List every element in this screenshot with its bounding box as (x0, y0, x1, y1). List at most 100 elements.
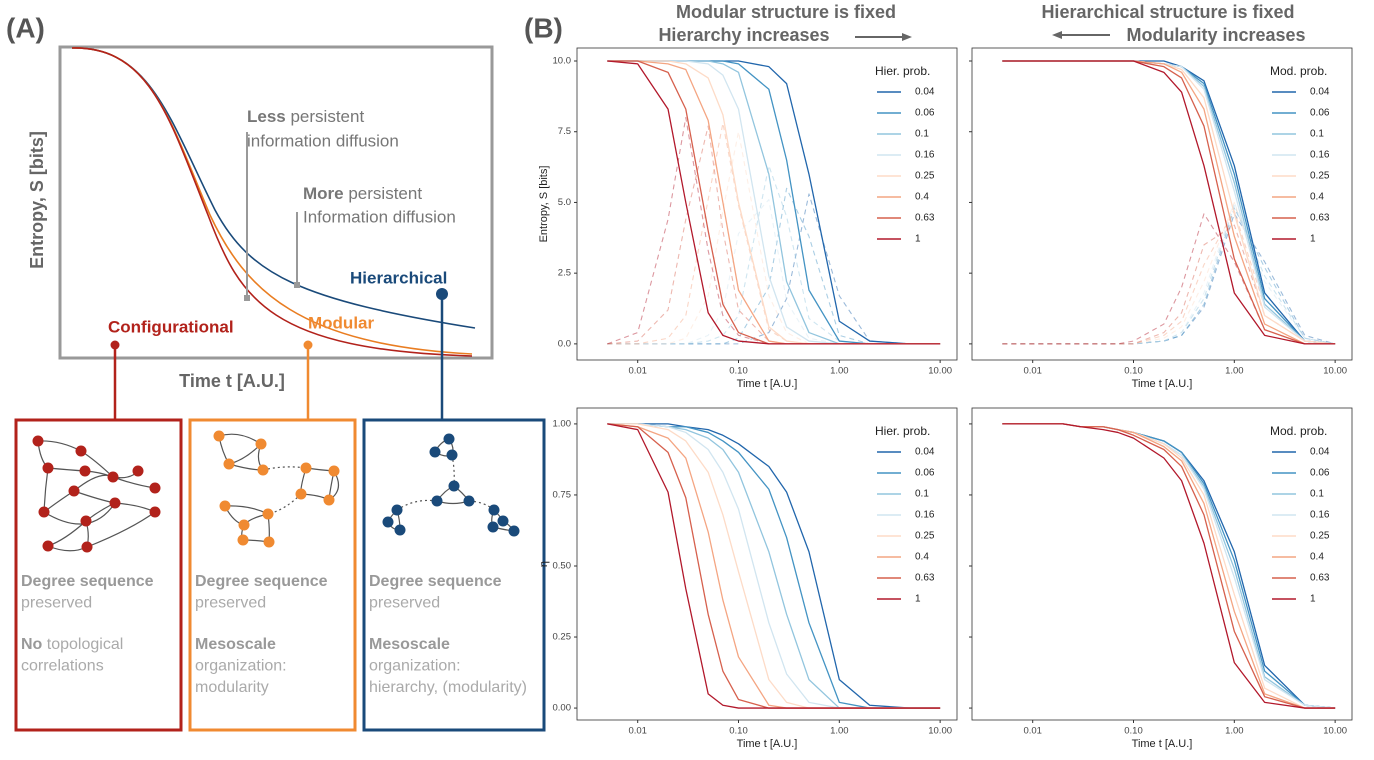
network-nodes (382, 433, 520, 537)
line (607, 423, 941, 709)
legend-label: 0.04 (1310, 447, 1330, 458)
dashed-line (1002, 204, 1336, 345)
legend-label: 0.4 (915, 552, 929, 563)
line (607, 423, 941, 709)
arrow-head (1052, 31, 1062, 39)
panel-label: (A) (6, 12, 45, 43)
x-tick-label: 0.01 (1023, 726, 1042, 737)
y-tick-label: 5.0 (558, 197, 571, 208)
y-axis-title: Entropy, S [bits] (27, 131, 47, 269)
legend-label: 0.4 (915, 192, 929, 203)
x-axis-title: Time t [A.U.] (179, 371, 285, 391)
curve-label: Configurational (108, 317, 234, 336)
legend-title: Hier. prob. (875, 424, 930, 438)
box-text-part: Degree sequence (369, 573, 502, 590)
box-text-part: preserved (369, 595, 440, 612)
x-axis-title: Time t [A.U.] (737, 378, 798, 390)
legend-label: 0.25 (1310, 531, 1330, 542)
x-tick-label: 1.00 (830, 366, 849, 377)
box-text: Mesoscale (195, 636, 276, 653)
line (1002, 60, 1336, 345)
plot-frame (971, 47, 1353, 361)
line (1002, 60, 1336, 345)
dashed-line (1002, 213, 1336, 345)
legend-label: 0.63 (915, 573, 935, 584)
dashed-line (607, 125, 941, 345)
box-text-part: No (21, 636, 43, 653)
y-tick-label: 0.50 (553, 561, 572, 572)
annotation-bold: More (303, 184, 344, 203)
network-edges (218, 433, 340, 543)
legend-label: 0.63 (915, 213, 935, 224)
box-text: hierarchy, (modularity) (369, 679, 527, 696)
x-tick-label: 1.00 (1225, 366, 1244, 377)
x-tick-label: 0.01 (1023, 366, 1042, 377)
legend-label: 0.04 (915, 447, 935, 458)
box-text: Degree sequence (369, 573, 502, 590)
legend-label: 0.1 (1310, 489, 1324, 500)
panel-label: (B) (524, 12, 563, 43)
line (607, 60, 941, 345)
legend-title: Hier. prob. (875, 64, 930, 78)
legend-label: 0.06 (1310, 468, 1330, 479)
model-box (188, 418, 357, 732)
arrow-head (902, 33, 912, 41)
legend-title: Mod. prob. (1270, 64, 1327, 78)
legend-label: 0.1 (915, 129, 929, 140)
line (607, 423, 941, 709)
box-text: preserved (195, 595, 266, 612)
box-text: Degree sequence (21, 573, 154, 590)
dashed-line (1002, 213, 1336, 345)
line (607, 423, 941, 709)
legend-label: 0.4 (1310, 192, 1324, 203)
curve-label: Modular (308, 313, 374, 332)
line (1002, 423, 1336, 709)
network-nodes (213, 430, 340, 548)
network-edges (37, 440, 156, 552)
legend-label: 0.1 (1310, 129, 1324, 140)
box-text-part: hierarchy, (modularity) (369, 679, 527, 696)
dashed-line (1002, 210, 1336, 345)
y-tick-label: 7.5 (558, 126, 571, 137)
box-text-part: Mesoscale (369, 636, 450, 653)
legend-label: 0.16 (1310, 510, 1330, 521)
box-text: preserved (21, 595, 92, 612)
dashed-line (607, 131, 941, 345)
legend-label: 0.04 (1310, 87, 1330, 98)
line (1002, 60, 1336, 345)
line (1002, 423, 1336, 709)
legend-label: 1 (1310, 234, 1316, 245)
x-axis-title: Time t [A.U.] (737, 738, 798, 750)
y-tick-label: 0.25 (553, 632, 572, 643)
connector-dot (303, 340, 313, 350)
box-text-part: modularity (195, 679, 269, 696)
box-text: organization: (369, 658, 461, 675)
model-box (14, 418, 183, 732)
annotation-text: persistent (344, 184, 423, 203)
line (1002, 423, 1336, 709)
x-tick-label: 0.10 (1124, 366, 1143, 377)
dashed-line (1002, 207, 1336, 345)
dashed-line (607, 165, 941, 345)
x-tick-label: 10.00 (928, 726, 952, 737)
dashed-line (607, 117, 941, 345)
x-axis-title: Time t [A.U.] (1132, 378, 1193, 390)
y-tick-label: 0.75 (553, 489, 572, 500)
annotation-bold: Less (247, 107, 286, 126)
legend-label: 0.25 (1310, 171, 1330, 182)
schematic-frame (58, 45, 494, 360)
legend-label: 1 (915, 594, 921, 605)
pointer-end (244, 295, 250, 301)
connector-dot (436, 288, 448, 300)
x-tick-label: 10.00 (1323, 366, 1347, 377)
box-text: organization: (195, 658, 287, 675)
dashed-line (607, 187, 941, 345)
box-text: modularity (195, 679, 269, 696)
x-tick-label: 0.10 (729, 366, 748, 377)
legend-label: 1 (915, 234, 921, 245)
y-axis-title: η (538, 561, 550, 567)
legend-label: 0.06 (915, 108, 935, 119)
line (1002, 60, 1336, 345)
line (607, 423, 941, 709)
annotation: information diffusion (247, 131, 399, 150)
